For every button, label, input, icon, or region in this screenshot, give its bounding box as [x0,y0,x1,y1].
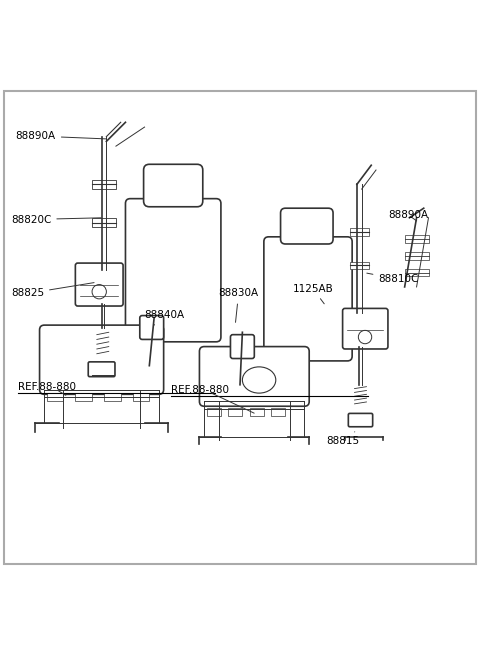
Text: 88825: 88825 [11,282,94,299]
Bar [350,228,369,236]
FancyBboxPatch shape [343,309,388,349]
Bar [405,235,429,243]
Bar [228,408,242,416]
Bar [271,408,285,416]
Bar [350,261,369,269]
Bar [405,269,429,276]
FancyBboxPatch shape [348,413,372,427]
Text: REF.88-880: REF.88-880 [171,384,229,394]
Text: 88890A: 88890A [16,131,106,141]
Text: 1125AB: 1125AB [292,284,333,304]
Bar [132,393,149,402]
Text: 88840A: 88840A [144,310,185,325]
FancyBboxPatch shape [264,237,352,361]
FancyBboxPatch shape [199,346,309,406]
FancyBboxPatch shape [125,198,221,342]
Bar [92,217,116,227]
Bar [405,252,429,260]
Text: REF.88-880: REF.88-880 [18,382,76,392]
Bar [75,393,92,402]
Bar [206,408,221,416]
Bar [47,393,63,402]
FancyBboxPatch shape [230,335,254,358]
FancyBboxPatch shape [88,362,115,377]
Text: 88820C: 88820C [11,214,101,225]
Text: 88810C: 88810C [367,273,419,284]
Bar [92,179,116,189]
FancyBboxPatch shape [75,263,123,306]
FancyBboxPatch shape [140,316,164,339]
Text: 88830A: 88830A [218,288,259,322]
FancyBboxPatch shape [39,325,164,394]
Ellipse shape [242,367,276,393]
Text: 88815: 88815 [326,432,359,447]
FancyBboxPatch shape [281,208,333,244]
Bar [104,393,120,402]
FancyBboxPatch shape [144,164,203,207]
Bar [250,408,264,416]
Text: 88890A: 88890A [388,210,428,221]
